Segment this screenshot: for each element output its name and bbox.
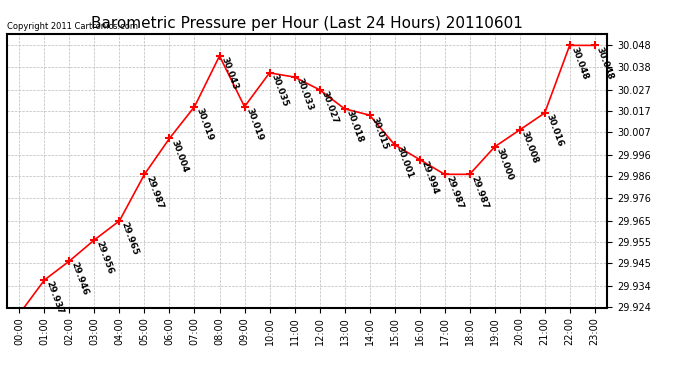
Text: 30.008: 30.008 [520,130,540,165]
Text: 30.035: 30.035 [270,73,290,108]
Text: 30.027: 30.027 [319,90,339,125]
Text: 30.019: 30.019 [195,106,215,142]
Text: 29.994: 29.994 [420,159,440,196]
Text: 30.015: 30.015 [370,115,390,150]
Text: 30.033: 30.033 [295,77,315,112]
Text: 30.001: 30.001 [395,145,415,180]
Text: 29.987: 29.987 [470,174,490,210]
Text: 29.937: 29.937 [44,280,65,316]
Text: Copyright 2011 Cartronics.com: Copyright 2011 Cartronics.com [7,22,138,31]
Text: 29.987: 29.987 [144,174,165,210]
Text: 29.965: 29.965 [119,221,140,256]
Text: 30.000: 30.000 [495,147,515,182]
Title: Barometric Pressure per Hour (Last 24 Hours) 20110601: Barometric Pressure per Hour (Last 24 Ho… [91,16,523,31]
Text: 30.019: 30.019 [244,106,265,142]
Text: 29.921: 29.921 [0,374,1,375]
Text: 30.018: 30.018 [344,109,365,144]
Text: 29.987: 29.987 [444,174,465,210]
Text: 30.048: 30.048 [570,45,590,81]
Text: 30.048: 30.048 [595,45,615,81]
Text: 30.043: 30.043 [219,56,239,92]
Text: 30.004: 30.004 [170,138,190,174]
Text: 29.946: 29.946 [70,261,90,297]
Text: 30.016: 30.016 [544,113,565,148]
Text: 29.956: 29.956 [95,240,115,276]
